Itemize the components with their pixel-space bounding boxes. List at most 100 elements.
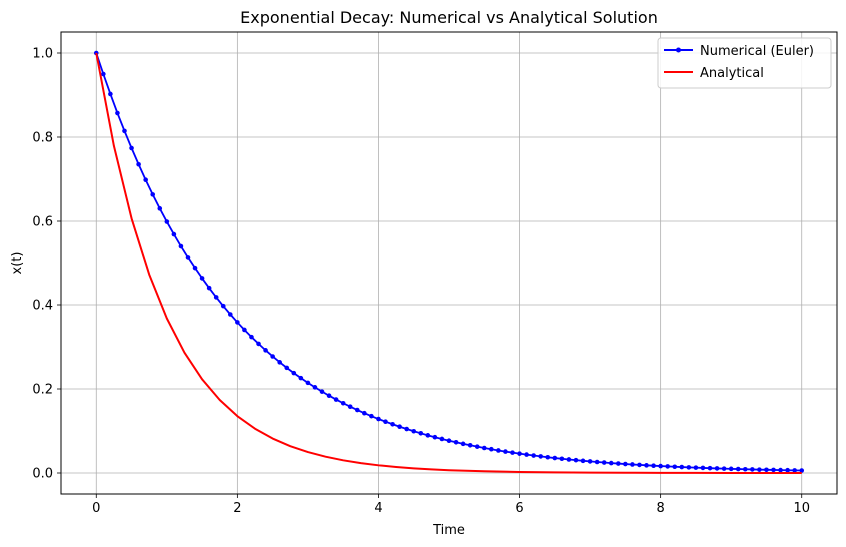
x-tick-label: 0 [92, 501, 100, 516]
data-point-numerical [538, 454, 544, 459]
legend-box [657, 37, 832, 89]
data-point-numerical [150, 192, 156, 197]
data-point-numerical [503, 449, 508, 454]
data-point-numerical [799, 468, 805, 473]
data-point-numerical [453, 439, 459, 445]
data-point-numerical [608, 460, 614, 466]
data-point-numerical [432, 434, 438, 440]
data-point-numerical [284, 365, 290, 371]
y-axis-label: x(t) [10, 252, 25, 275]
data-point-numerical [333, 397, 339, 402]
legend-label-analytical: Analytical [700, 66, 764, 81]
grid-lines [61, 32, 837, 494]
x-tick-label: 8 [656, 501, 664, 516]
chart-title: Exponential Decay: Numerical vs Analytic… [240, 8, 658, 27]
data-point-numerical [573, 457, 579, 463]
data-point-numerical [587, 459, 593, 464]
data-point-numerical [693, 465, 699, 470]
series-line-numerical [95, 52, 802, 472]
data-point-numerical [785, 467, 790, 473]
data-point-numerical [721, 466, 727, 471]
x-tick-label: 2 [233, 501, 241, 516]
data-point-numerical [411, 428, 417, 434]
data-point-numerical [686, 465, 692, 470]
data-point-numerical [256, 341, 261, 347]
data-point-numerical [474, 444, 480, 449]
data-point-numerical [792, 468, 797, 473]
data-point-numerical [467, 442, 473, 448]
data-point-numerical [263, 348, 268, 353]
data-point-numerical [545, 454, 551, 460]
data-point-numerical [778, 467, 783, 473]
data-point-numerical [206, 285, 212, 291]
data-point-numerical [340, 400, 346, 406]
data-point-numerical [397, 424, 402, 430]
x-tick-label: 10 [793, 501, 810, 516]
data-point-numerical [347, 404, 353, 410]
data-point-numerical [178, 243, 184, 249]
data-point-numerical [390, 421, 395, 427]
data-point-numerical [714, 466, 720, 471]
data-point-numerical [771, 467, 776, 473]
data-point-numerical [764, 467, 769, 473]
data-point-numerical [249, 334, 254, 340]
data-point-numerical [531, 453, 536, 458]
legend-marker-numerical [676, 47, 681, 53]
data-point-numerical [552, 455, 558, 461]
data-point-numerical [439, 436, 445, 442]
y-axis-ticks: 0.0 0.2 0.4 0.6 0.8 1.0 [32, 47, 61, 482]
y-tick-label: 0.2 [32, 383, 53, 398]
data-point-numerical [235, 320, 240, 325]
data-point-numerical [298, 375, 304, 381]
x-axis-ticks: 0 2 4 6 8 10 [92, 494, 810, 516]
data-point-numerical [735, 466, 741, 472]
data-point-numerical [185, 255, 191, 260]
data-point-numerical [242, 327, 247, 333]
y-tick-label: 0.6 [32, 215, 53, 230]
x-axis-label: Time [432, 523, 465, 538]
data-point-numerical [136, 161, 141, 167]
y-tick-label: 0.8 [32, 131, 53, 146]
data-point-numerical [291, 370, 297, 376]
data-point-numerical [644, 463, 649, 468]
data-point-numerical [580, 458, 586, 464]
data-point-numerical [496, 448, 501, 453]
data-point-numerical [481, 445, 487, 451]
data-point-numerical [143, 177, 148, 183]
data-point-numerical [228, 312, 233, 317]
x-tick-label: 4 [374, 501, 382, 516]
data-point-numerical [115, 110, 120, 116]
series-line-analytical [95, 52, 802, 474]
data-point-numerical [489, 446, 494, 452]
data-point-numerical [129, 145, 134, 151]
data-point-numerical [312, 385, 318, 390]
legend-label-numerical: Numerical (Euler) [700, 44, 814, 59]
data-point-numerical [566, 457, 572, 462]
y-tick-label: 0.4 [32, 299, 53, 314]
data-point-numerical [679, 464, 685, 470]
data-point-numerical [510, 450, 515, 455]
data-point-numerical [199, 276, 205, 281]
data-point-numerical [354, 407, 360, 413]
data-point-numerical [418, 431, 424, 436]
data-point-numerical [460, 441, 466, 447]
data-point-numerical [369, 413, 374, 419]
data-point-numerical [171, 231, 177, 237]
data-point-numerical [404, 426, 409, 432]
data-point-numerical [425, 433, 431, 438]
data-point-numerical [122, 128, 127, 134]
plot-frame [60, 31, 838, 495]
data-point-numerical [524, 452, 529, 457]
data-point-numerical [623, 461, 628, 467]
legend: Numerical (Euler) Analytical [657, 37, 832, 89]
data-point-numerical [658, 463, 663, 469]
data-point-numerical [164, 219, 170, 224]
data-point-numerical [326, 393, 332, 399]
data-point-numerical [630, 462, 635, 467]
data-point-numerical [517, 451, 522, 456]
data-point-numerical [651, 463, 656, 468]
data-point-numerical [277, 360, 282, 365]
data-point-numerical [362, 410, 367, 416]
data-point-numerical [700, 465, 706, 471]
